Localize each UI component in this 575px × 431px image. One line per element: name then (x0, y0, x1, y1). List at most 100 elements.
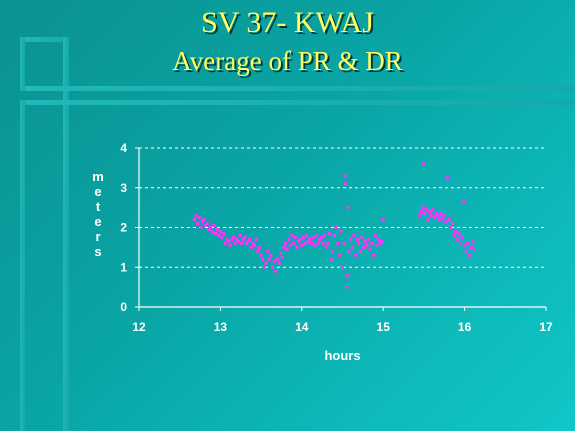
data-point (378, 241, 382, 245)
data-point (246, 239, 250, 243)
y-tick-label: 2 (120, 221, 127, 235)
data-point (220, 235, 224, 239)
data-point (371, 253, 375, 257)
data-point (254, 237, 258, 241)
data-point (464, 249, 468, 253)
data-point (357, 241, 361, 245)
data-point (450, 222, 454, 226)
data-point (200, 220, 204, 224)
data-point (434, 212, 438, 216)
data-point (209, 226, 213, 229)
data-point (471, 239, 475, 243)
data-point (321, 241, 325, 245)
data-point (301, 235, 305, 239)
data-point (267, 257, 271, 261)
data-point (264, 261, 268, 265)
data-point (288, 243, 292, 247)
data-point (365, 243, 369, 247)
data-point (373, 233, 377, 237)
x-tick-label: 13 (214, 320, 228, 334)
data-point (241, 237, 245, 241)
data-point (323, 233, 327, 237)
data-point (380, 239, 384, 243)
data-point (305, 233, 309, 237)
data-point (326, 241, 330, 245)
data-point (210, 229, 214, 233)
data-point (347, 249, 351, 253)
data-point (233, 241, 237, 245)
data-point (262, 265, 266, 269)
data-point (248, 237, 252, 241)
data-point (418, 214, 422, 218)
frame-line-horizontal-middle (20, 86, 575, 91)
data-point (419, 210, 423, 214)
data-point (279, 251, 283, 255)
data-point (354, 253, 358, 257)
frame-line-vertical-left (63, 37, 69, 431)
data-point (358, 249, 362, 253)
data-point (350, 245, 354, 249)
data-point (422, 162, 426, 166)
data-point (428, 210, 432, 214)
data-point (292, 241, 296, 245)
data-point (352, 233, 356, 237)
data-point (197, 216, 201, 220)
data-point (343, 174, 347, 178)
data-point (355, 237, 359, 241)
data-point (270, 265, 274, 269)
data-point (426, 218, 430, 222)
data-point (444, 220, 448, 224)
data-point (293, 235, 297, 239)
data-point (346, 206, 350, 210)
data-point (256, 249, 260, 253)
data-point (207, 227, 211, 231)
y-tick-label: 1 (120, 260, 127, 274)
data-point (368, 247, 372, 251)
data-point (196, 222, 200, 226)
data-point (316, 241, 320, 245)
data-point (429, 214, 433, 218)
data-point (324, 245, 328, 249)
y-tick-label: 3 (120, 181, 127, 195)
data-point (240, 241, 244, 245)
data-point (345, 273, 349, 277)
data-point (272, 259, 276, 263)
data-point (454, 229, 458, 233)
data-point (459, 241, 463, 245)
data-point (367, 237, 371, 241)
data-point (310, 241, 314, 245)
data-point (308, 237, 312, 241)
data-point (349, 237, 353, 241)
frame-line-lower (20, 100, 575, 105)
data-point (244, 241, 248, 245)
data-point (311, 235, 315, 239)
slide-title: SV 37- KWAJ (201, 6, 374, 39)
frame-box-lower-left (20, 100, 25, 431)
data-point (363, 239, 367, 243)
data-point (223, 241, 227, 245)
data-point (424, 208, 428, 212)
data-point (280, 255, 284, 259)
data-point (275, 257, 279, 261)
data-point (277, 261, 281, 265)
data-point (339, 229, 343, 233)
data-point (439, 212, 443, 216)
data-point (228, 243, 232, 247)
data-point (463, 243, 467, 247)
data-point (199, 226, 203, 229)
data-point (344, 182, 348, 186)
data-point (274, 269, 278, 273)
data-point (337, 253, 341, 257)
data-point (253, 243, 257, 247)
data-point (300, 243, 304, 247)
data-point (442, 214, 446, 218)
data-point (319, 235, 323, 239)
data-point (290, 233, 294, 237)
x-tick-label: 17 (539, 320, 553, 334)
data-point (436, 214, 440, 218)
data-point (341, 265, 344, 269)
data-point (249, 245, 253, 249)
x-tick-label: 15 (377, 320, 391, 334)
data-point (222, 231, 226, 235)
